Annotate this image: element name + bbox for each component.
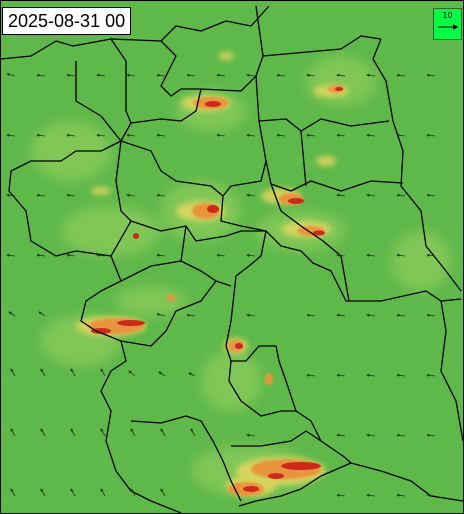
field-red-cores <box>91 87 343 492</box>
timestamp-label: 2025-08-31 00 <box>2 7 132 35</box>
wind-legend: 10 <box>433 8 462 40</box>
wind-vector-arrow-icon <box>438 24 458 30</box>
wind-legend-value: 10 <box>442 11 453 20</box>
wind-vectors <box>6 73 436 497</box>
region-borders <box>1 5 463 513</box>
